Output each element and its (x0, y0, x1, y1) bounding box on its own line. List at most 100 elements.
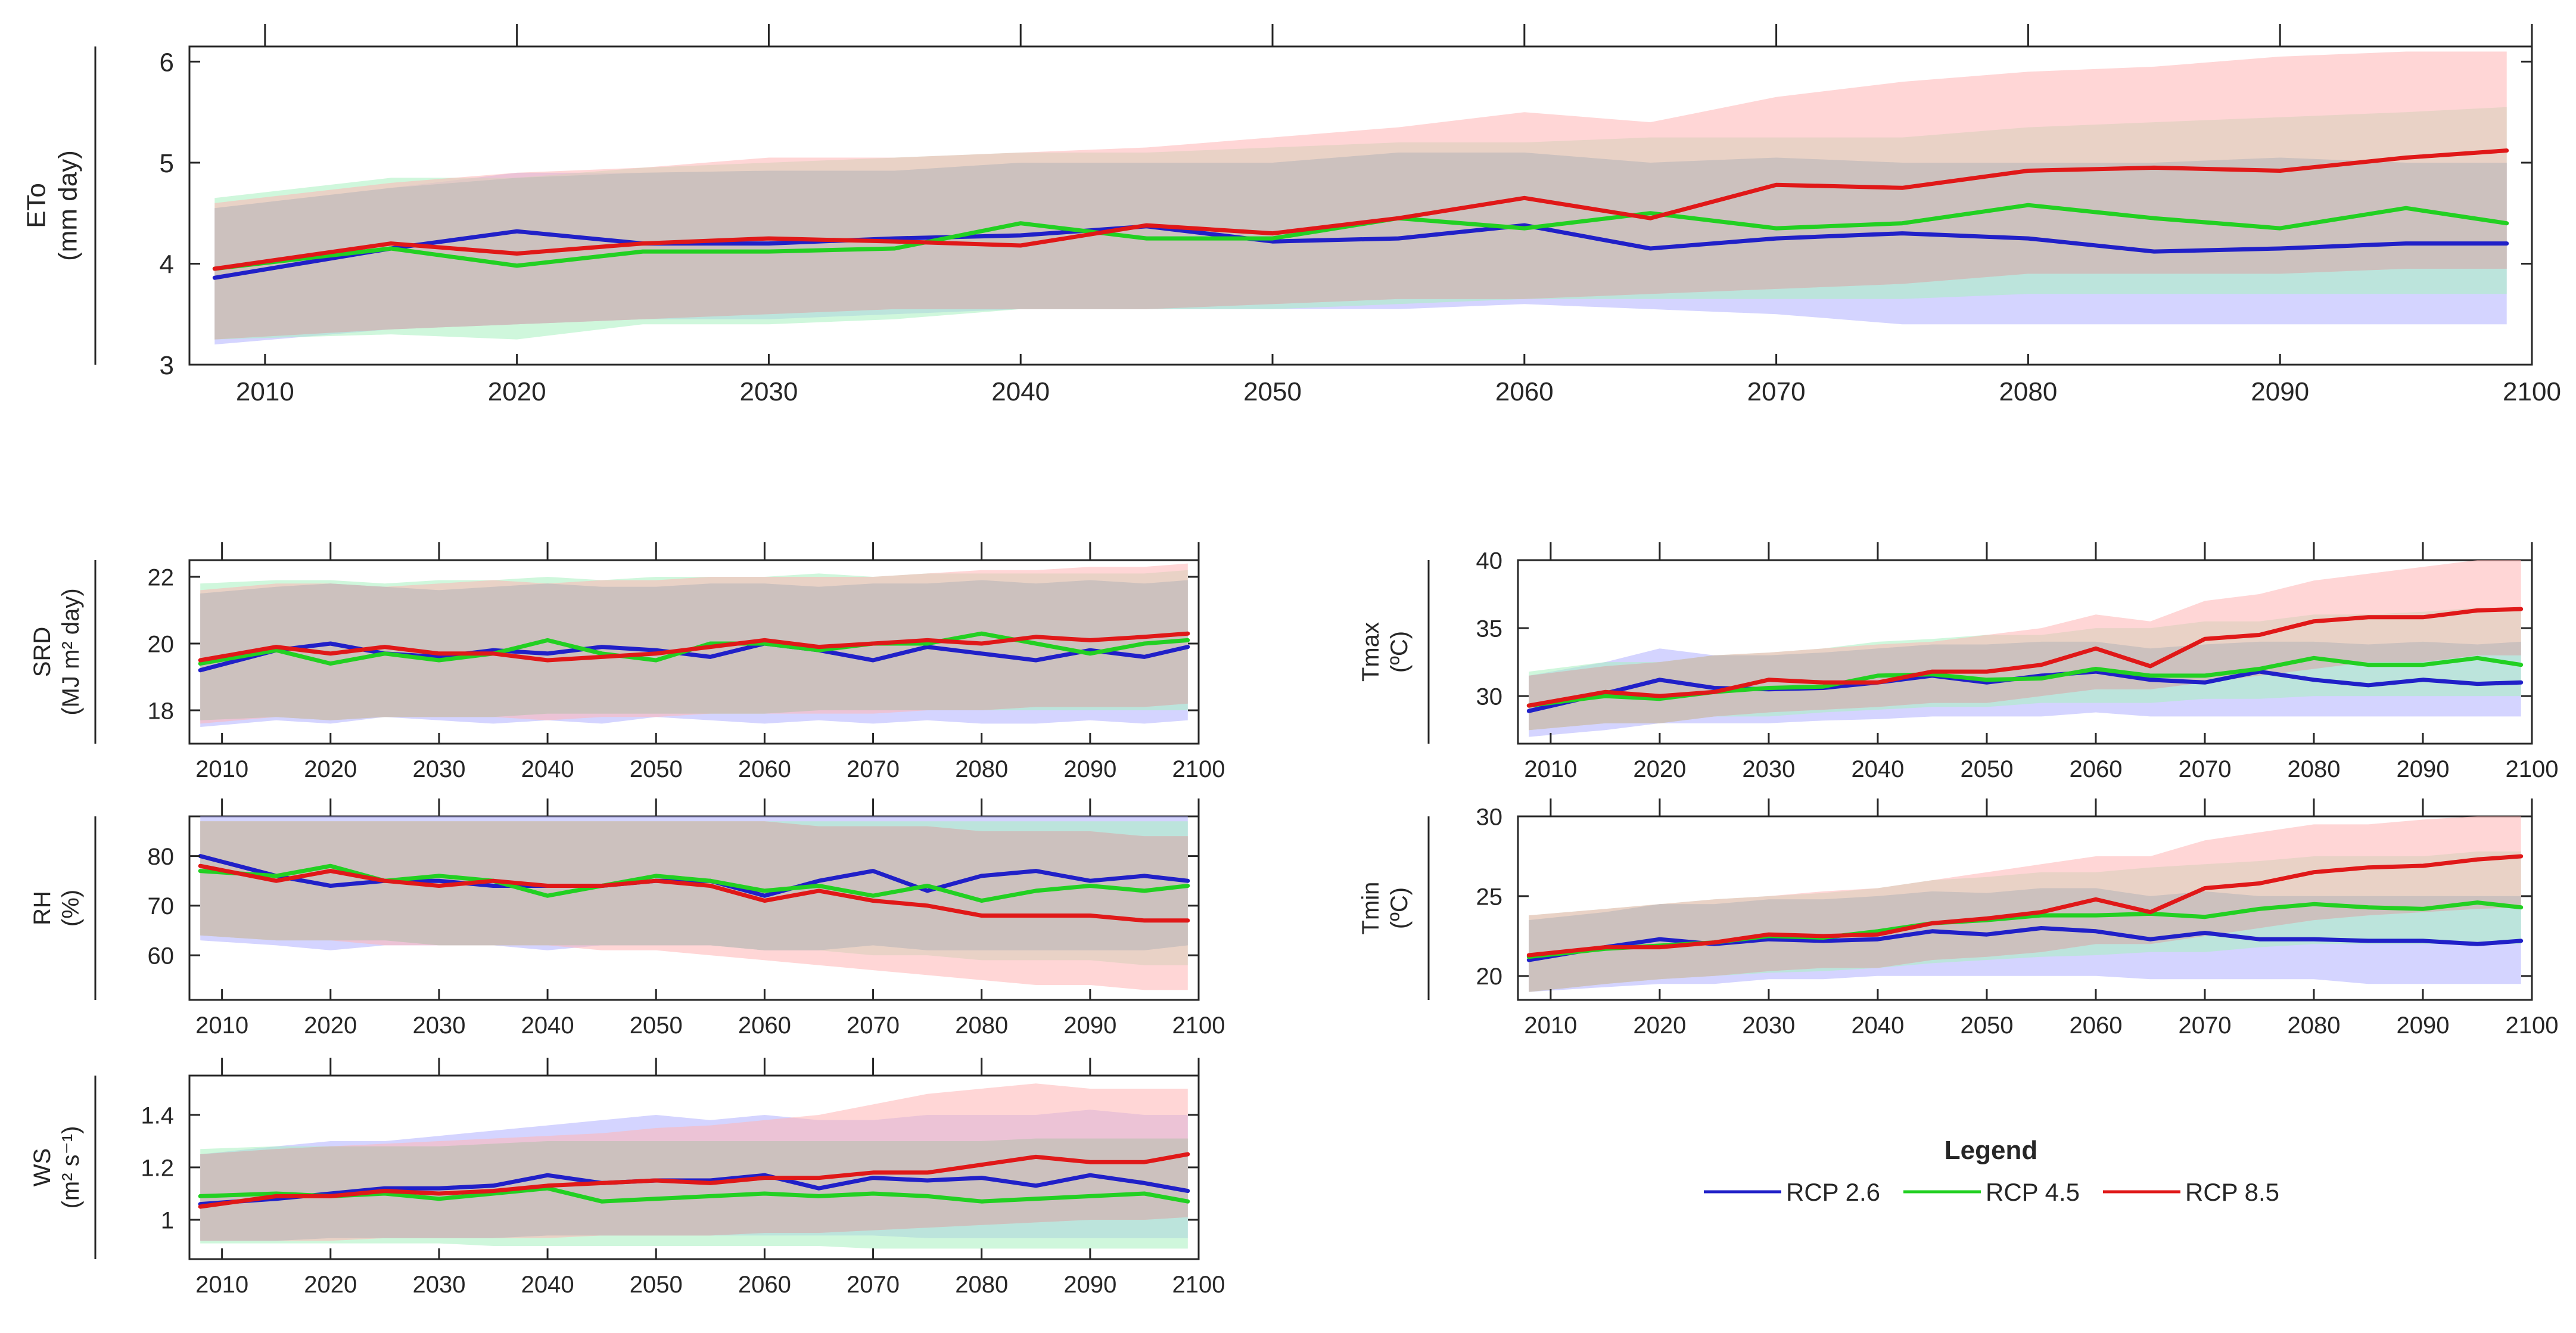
y-tick-label: 1.4 (141, 1102, 174, 1129)
x-tick-label: 2020 (488, 377, 546, 406)
x-tick-label: 2070 (2178, 1012, 2231, 1039)
y-axis-label: RH (%) (29, 890, 84, 927)
x-tick-label: 2080 (1999, 377, 2057, 406)
series-line-rcp85 (1526, 854, 2524, 958)
x-tick-label: 2050 (630, 1012, 683, 1039)
panel-ws: 2010 2020 2030 2040 2050 2060 2070 2080 2090 2100… (29, 1058, 1225, 1298)
y-axis-label: WS (m² s⁻¹) (29, 1126, 84, 1209)
panel-tmin: 2010 2020 2030 2040 2050 2060 2070 2080 2090 2100… (1358, 798, 2558, 1039)
y-axis-label-line: Tmin (1358, 882, 1384, 935)
y-axis-label: SRD (MJ m² day) (29, 588, 84, 715)
x-tick-label: 2070 (1747, 377, 1806, 406)
x-tick-label: 2080 (2287, 756, 2340, 782)
x-tick-label: 2070 (847, 1012, 900, 1039)
band-overlap (1529, 641, 2521, 731)
y-tick-label: 70 (148, 893, 175, 919)
series-line-rcp26 (198, 1173, 1190, 1207)
series-line-rcp85 (198, 863, 1190, 923)
x-tick-label: 2030 (1742, 756, 1795, 782)
plot-frame (1517, 559, 2533, 745)
y-axis-label-line: (m² s⁻¹) (58, 1126, 84, 1209)
x-tick-label: 2050 (1960, 1012, 2013, 1039)
y-axis-label-line: (ºC) (1386, 631, 1413, 673)
y-axis-label-line: RH (29, 891, 55, 925)
x-tick-label: 2020 (304, 1012, 357, 1039)
x-tick-label: 2030 (412, 1012, 465, 1039)
x-tick-label: 2060 (2069, 756, 2122, 782)
y-tick-label: 18 (148, 698, 175, 724)
x-tick-label: 2030 (412, 756, 465, 782)
y-tick-label: 1.2 (141, 1155, 174, 1181)
series-line-rcp45 (198, 631, 1190, 666)
series-line-rcp85 (198, 631, 1190, 663)
panel-tmax: 2010 2020 2030 2040 2050 2060 2070 2080 2090 2100… (1358, 542, 2558, 782)
x-tick-label: 2070 (2178, 756, 2231, 782)
band-overlap (200, 1138, 1188, 1241)
panel-srd: 2010 2020 2030 2040 2050 2060 2070 2080 2090 2100… (29, 542, 1225, 782)
x-tick-label: 2070 (847, 756, 900, 782)
x-tick-label: 2090 (2396, 756, 2449, 782)
x-tick-label: 2100 (2506, 756, 2559, 782)
y-axis-label: Tmax (ºC) (1358, 622, 1413, 682)
series-line-rcp85 (212, 148, 2509, 271)
x-tick-label: 2020 (1633, 756, 1686, 782)
y-tick-label: 5 (160, 149, 174, 178)
x-tick-label: 2090 (1063, 1272, 1116, 1298)
x-tick-label: 2100 (2503, 377, 2561, 406)
x-tick-label: 2010 (195, 1272, 248, 1298)
y-tick-label: 20 (148, 631, 175, 657)
x-tick-label: 2040 (991, 377, 1050, 406)
x-tick-label: 2010 (1524, 1012, 1577, 1039)
x-tick-label: 2050 (630, 1272, 683, 1298)
panel-rh: 2010 2020 2030 2040 2050 2060 2070 2080 2090 2100… (29, 798, 1225, 1039)
legend-label-rcp45: RCP 4.5 (1986, 1178, 2080, 1206)
x-tick-label: 2060 (1495, 377, 1554, 406)
x-tick-label: 2010 (1524, 756, 1577, 782)
x-tick-label: 2010 (195, 756, 248, 782)
y-tick-label: 35 (1476, 616, 1503, 642)
series-line-rcp85 (198, 1152, 1190, 1209)
x-tick-label: 2090 (1063, 1012, 1116, 1039)
x-tick-label: 2080 (955, 1272, 1008, 1298)
y-axis-label-line: (mm day) (53, 150, 82, 261)
x-tick-label: 2020 (304, 1272, 357, 1298)
x-tick-label: 2040 (521, 1272, 574, 1298)
x-tick-label: 2100 (2506, 1012, 2559, 1039)
x-tick-label: 2090 (1063, 756, 1116, 782)
y-tick-label: 30 (1476, 804, 1503, 830)
legend-title: Legend (1945, 1136, 2037, 1165)
y-axis-label-line: (%) (58, 890, 84, 927)
series-line-rcp85 (1526, 607, 2524, 708)
x-tick-label: 2060 (2069, 1012, 2122, 1039)
y-tick-label: 3 (160, 351, 174, 380)
x-tick-label: 2070 (847, 1272, 900, 1298)
x-tick-label: 2100 (1172, 1012, 1225, 1039)
x-tick-label: 2100 (1172, 1272, 1225, 1298)
x-tick-label: 2100 (1172, 756, 1225, 782)
x-tick-label: 2060 (738, 756, 791, 782)
y-axis-label: ETo(mm day) (22, 150, 83, 261)
x-tick-label: 2020 (1633, 1012, 1686, 1039)
x-tick-label: 2030 (739, 377, 798, 406)
x-tick-label: 2040 (521, 1012, 574, 1039)
x-tick-label: 2050 (630, 756, 683, 782)
y-tick-label: 40 (1476, 548, 1503, 574)
panel-eto: 2010 2020 2030 2040 2050 2060 2070 2080 2090 2100… (22, 24, 2561, 406)
y-axis-label-line: ETo (22, 183, 51, 228)
y-axis-label-line: WS (29, 1148, 55, 1186)
y-tick-label: 80 (148, 844, 175, 870)
legend-label-rcp26: RCP 2.6 (1786, 1178, 1880, 1206)
band-overlap (1529, 888, 2521, 992)
x-tick-label: 2090 (2251, 377, 2309, 406)
y-tick-label: 60 (148, 943, 175, 969)
x-tick-label: 2030 (1742, 1012, 1795, 1039)
x-tick-label: 2040 (1851, 756, 1904, 782)
x-tick-label: 2060 (738, 1012, 791, 1039)
y-tick-label: 4 (160, 250, 174, 279)
x-tick-label: 2050 (1243, 377, 1302, 406)
y-tick-label: 25 (1476, 884, 1503, 910)
y-tick-label: 6 (160, 48, 174, 77)
y-axis-label-line: (MJ m² day) (58, 588, 84, 715)
x-tick-label: 2010 (195, 1012, 248, 1039)
